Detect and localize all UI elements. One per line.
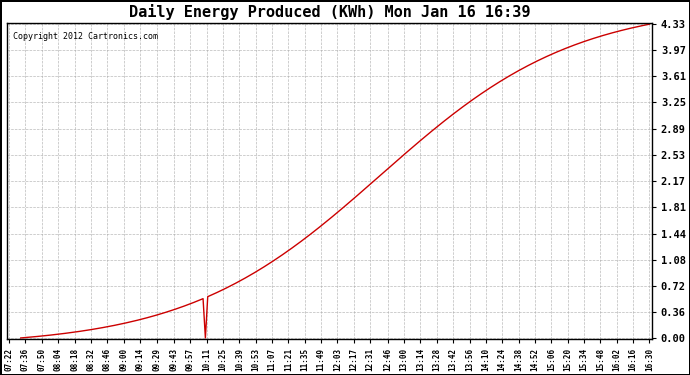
Title: Daily Energy Produced (KWh) Mon Jan 16 16:39: Daily Energy Produced (KWh) Mon Jan 16 1… xyxy=(128,4,530,20)
Text: Copyright 2012 Cartronics.com: Copyright 2012 Cartronics.com xyxy=(13,32,158,41)
